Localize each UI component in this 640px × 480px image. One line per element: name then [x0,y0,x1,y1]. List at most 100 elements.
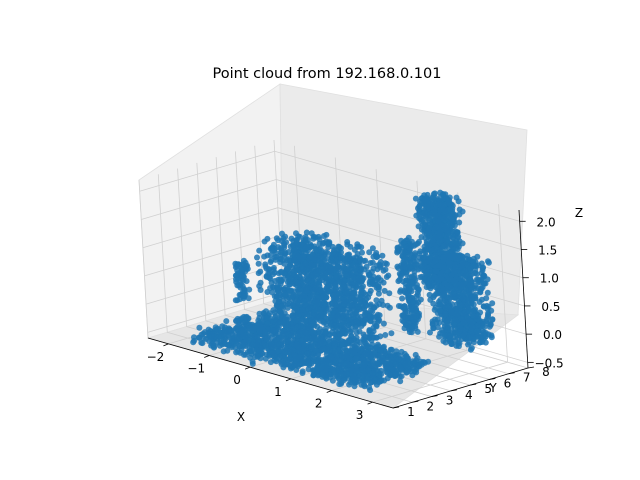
data-point [474,285,481,292]
data-point [238,266,245,273]
data-point [452,325,459,332]
data-point [191,337,198,344]
data-point [351,289,357,296]
data-point [412,195,419,202]
y-tick-label: 6 [504,376,512,390]
data-point [351,383,358,390]
data-point [339,341,346,348]
data-point [318,260,325,267]
data-point [263,308,269,315]
data-point [337,346,343,353]
data-point [465,341,471,348]
data-point [222,324,228,331]
data-point [455,343,462,350]
data-point [285,265,292,272]
data-point [333,324,340,331]
data-point [477,289,484,296]
data-point [311,309,317,316]
data-point [345,326,352,333]
data-point [402,280,409,287]
data-point [318,248,325,255]
x-tick-label: 2 [315,397,323,411]
data-point [240,326,247,333]
data-point [436,233,443,239]
data-point [397,378,404,385]
data-point [441,264,448,271]
data-point [412,313,419,320]
data-point [432,194,439,201]
data-point [270,327,277,334]
data-point [201,329,208,336]
data-point [452,317,459,323]
data-point [327,374,334,381]
data-point [298,241,305,248]
data-point [380,354,387,361]
data-point [479,339,486,345]
data-point [356,275,363,281]
data-point [475,276,481,283]
x-tick-mark [163,343,169,347]
data-point [322,300,328,307]
data-point [428,247,434,254]
data-point [252,322,259,329]
data-point [216,342,223,349]
x-tick-mark [285,378,292,382]
data-point [410,298,417,305]
data-point [321,345,328,352]
data-point [468,345,475,351]
data-point [460,295,467,302]
data-point [369,268,375,275]
data-point [280,320,287,326]
z-tick-label: 2.0 [537,215,556,229]
data-point [388,357,395,363]
data-point [288,332,295,339]
data-point [405,292,412,299]
data-point [368,379,375,386]
data-point [471,334,478,341]
data-point [295,279,302,286]
data-point [447,260,453,267]
data-point [196,324,203,331]
data-point [272,314,279,321]
data-point [472,291,479,298]
data-point [436,319,443,326]
data-point [329,300,336,307]
data-point [441,280,448,287]
data-point [332,251,339,258]
data-point [406,284,413,291]
data-point [375,290,382,297]
data-point [484,289,491,296]
data-point [369,245,376,252]
data-point [327,323,334,329]
data-point [353,368,360,375]
data-point [432,274,438,281]
data-point [436,262,443,269]
data-point [264,345,271,352]
data-point [464,301,471,308]
data-point [407,306,414,313]
data-point [435,218,442,225]
data-point [297,349,304,355]
data-point [444,237,451,244]
data-point [314,367,321,374]
data-point [426,276,433,283]
data-point [365,367,372,374]
data-point [214,326,221,333]
data-point [316,281,322,288]
data-point [274,336,281,343]
data-point [364,375,371,382]
data-point [359,249,365,256]
data-point [423,259,430,266]
data-point [437,330,444,337]
data-point [377,259,384,265]
data-point [296,273,303,280]
data-point [303,229,310,236]
data-point [413,307,419,314]
data-point [456,254,463,261]
data-point [366,249,373,256]
data-point [302,329,309,336]
data-point [381,287,388,294]
data-point [411,283,418,290]
